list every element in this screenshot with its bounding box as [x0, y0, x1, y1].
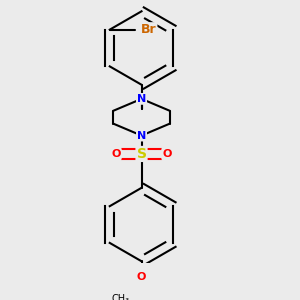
Text: N: N	[137, 130, 146, 141]
Text: N: N	[137, 94, 146, 104]
Text: O: O	[162, 149, 172, 159]
Text: O: O	[137, 272, 146, 282]
Text: CH₃: CH₃	[111, 294, 129, 300]
Text: Br: Br	[141, 23, 156, 36]
Text: S: S	[136, 147, 146, 161]
Text: O: O	[111, 149, 121, 159]
